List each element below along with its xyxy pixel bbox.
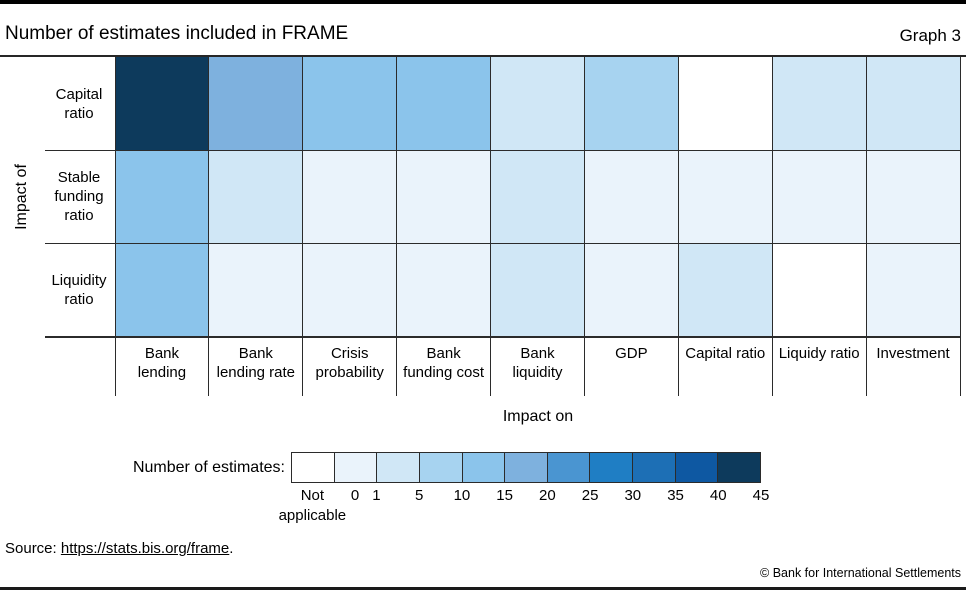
legend-swatch (717, 453, 761, 482)
heatmap-cell (302, 243, 397, 337)
legend-swatch (376, 453, 419, 482)
source-prefix: Source: (5, 540, 61, 557)
grid-line-vertical (959, 57, 961, 396)
grid-line-vertical (208, 57, 210, 396)
heatmap-cell (772, 57, 867, 151)
chart-title: Number of estimates included in FRAME (5, 23, 349, 44)
legend-value-label: 45 (752, 487, 770, 504)
top-rule (0, 0, 966, 4)
heatmap-cell (302, 150, 397, 244)
grid-line-vertical (583, 57, 585, 396)
legend-value-label: 30 (624, 487, 642, 504)
column-label: Bank liquidity (512, 345, 563, 381)
heatmap-cell (866, 243, 960, 337)
legend-color-scale (291, 452, 761, 483)
heatmap-cell (208, 243, 303, 337)
grid-line-vertical (114, 57, 116, 396)
legend-value-label: 35 (667, 487, 684, 504)
heatmap-cell (678, 150, 773, 244)
source-link[interactable]: https://stats.bis.org/frame (60, 540, 230, 557)
title-rule (0, 55, 966, 57)
heatmap-cell (584, 57, 679, 151)
legend-swatch (504, 453, 547, 482)
heatmap-cell (396, 57, 491, 151)
heatmap-cell (584, 243, 679, 337)
row-label: Liquidity ratio (51, 272, 107, 309)
heatmap-cell (866, 57, 960, 151)
source-line: Source: https://stats.bis.org/frame. (5, 540, 233, 557)
legend-value-label: 15 (496, 487, 513, 504)
heatmap-cell (302, 57, 397, 151)
column-label: Capital ratio (685, 345, 766, 362)
legend-swatch (292, 453, 334, 482)
legend-swatch (546, 453, 590, 482)
heatmap-cell (396, 150, 491, 244)
legend-swatch (461, 453, 505, 482)
heatmap-cell (208, 150, 303, 244)
legend-swatch (418, 453, 462, 482)
legend-value-label: Not applicable (278, 487, 347, 524)
grid-line-vertical (490, 57, 492, 396)
heatmap-cell (115, 57, 209, 151)
column-label: Bank lending (137, 345, 187, 381)
legend-value-label: 1 (372, 487, 381, 504)
copyright: © Bank for International Settlements (760, 566, 961, 580)
legend-swatch (632, 453, 675, 482)
heatmap-cell (772, 150, 867, 244)
legend-swatch (333, 453, 377, 482)
x-axis-title: Impact on (502, 408, 574, 425)
legend-value-label: 5 (415, 487, 424, 504)
grid-line-vertical (677, 57, 679, 396)
legend-title: Number of estimates: (132, 459, 285, 476)
column-label: Liquidy ratio (778, 345, 860, 362)
grid-line-vertical (865, 57, 867, 396)
column-label: Bank funding cost (403, 345, 485, 381)
heatmap-cell (772, 243, 867, 337)
graph-number: Graph 3 (899, 26, 961, 45)
grid-line-horizontal (45, 149, 960, 151)
heatmap-cell (208, 57, 303, 151)
heatmap-cell (490, 243, 585, 337)
legend-swatch (674, 453, 718, 482)
legend-value-label: 25 (581, 487, 599, 504)
grid-line-vertical (302, 57, 304, 396)
grid-line-vertical (771, 57, 773, 396)
column-label: Investment (876, 345, 950, 362)
column-label: GDP (615, 345, 648, 362)
column-label: Crisis probability (315, 345, 384, 381)
heatmap-cell (115, 243, 209, 337)
heatmap-cell (866, 150, 960, 244)
grid-line-horizontal (45, 243, 960, 245)
bottom-rule (0, 587, 966, 590)
heatmap-cell (396, 243, 491, 337)
x-axis-line (45, 336, 960, 338)
heatmap-cell (584, 150, 679, 244)
legend-value-label: 10 (453, 487, 471, 504)
heatmap-cell (490, 57, 585, 151)
column-label: Bank lending rate (216, 345, 296, 381)
legend-value-label: 40 (709, 487, 727, 504)
legend-swatch (589, 453, 633, 482)
legend-value-label: 0 (350, 487, 360, 504)
row-label: Capital ratio (55, 85, 103, 122)
row-label: Stable funding ratio (54, 169, 104, 225)
heatmap-cell (115, 150, 209, 244)
source-suffix: . (229, 540, 234, 557)
heatmap-cell (678, 57, 773, 151)
y-axis-title: Impact of (13, 164, 30, 230)
grid-line-vertical (396, 57, 398, 396)
heatmap-cell (678, 243, 773, 337)
heatmap-cell (490, 150, 585, 244)
legend-value-label: 20 (539, 487, 556, 504)
